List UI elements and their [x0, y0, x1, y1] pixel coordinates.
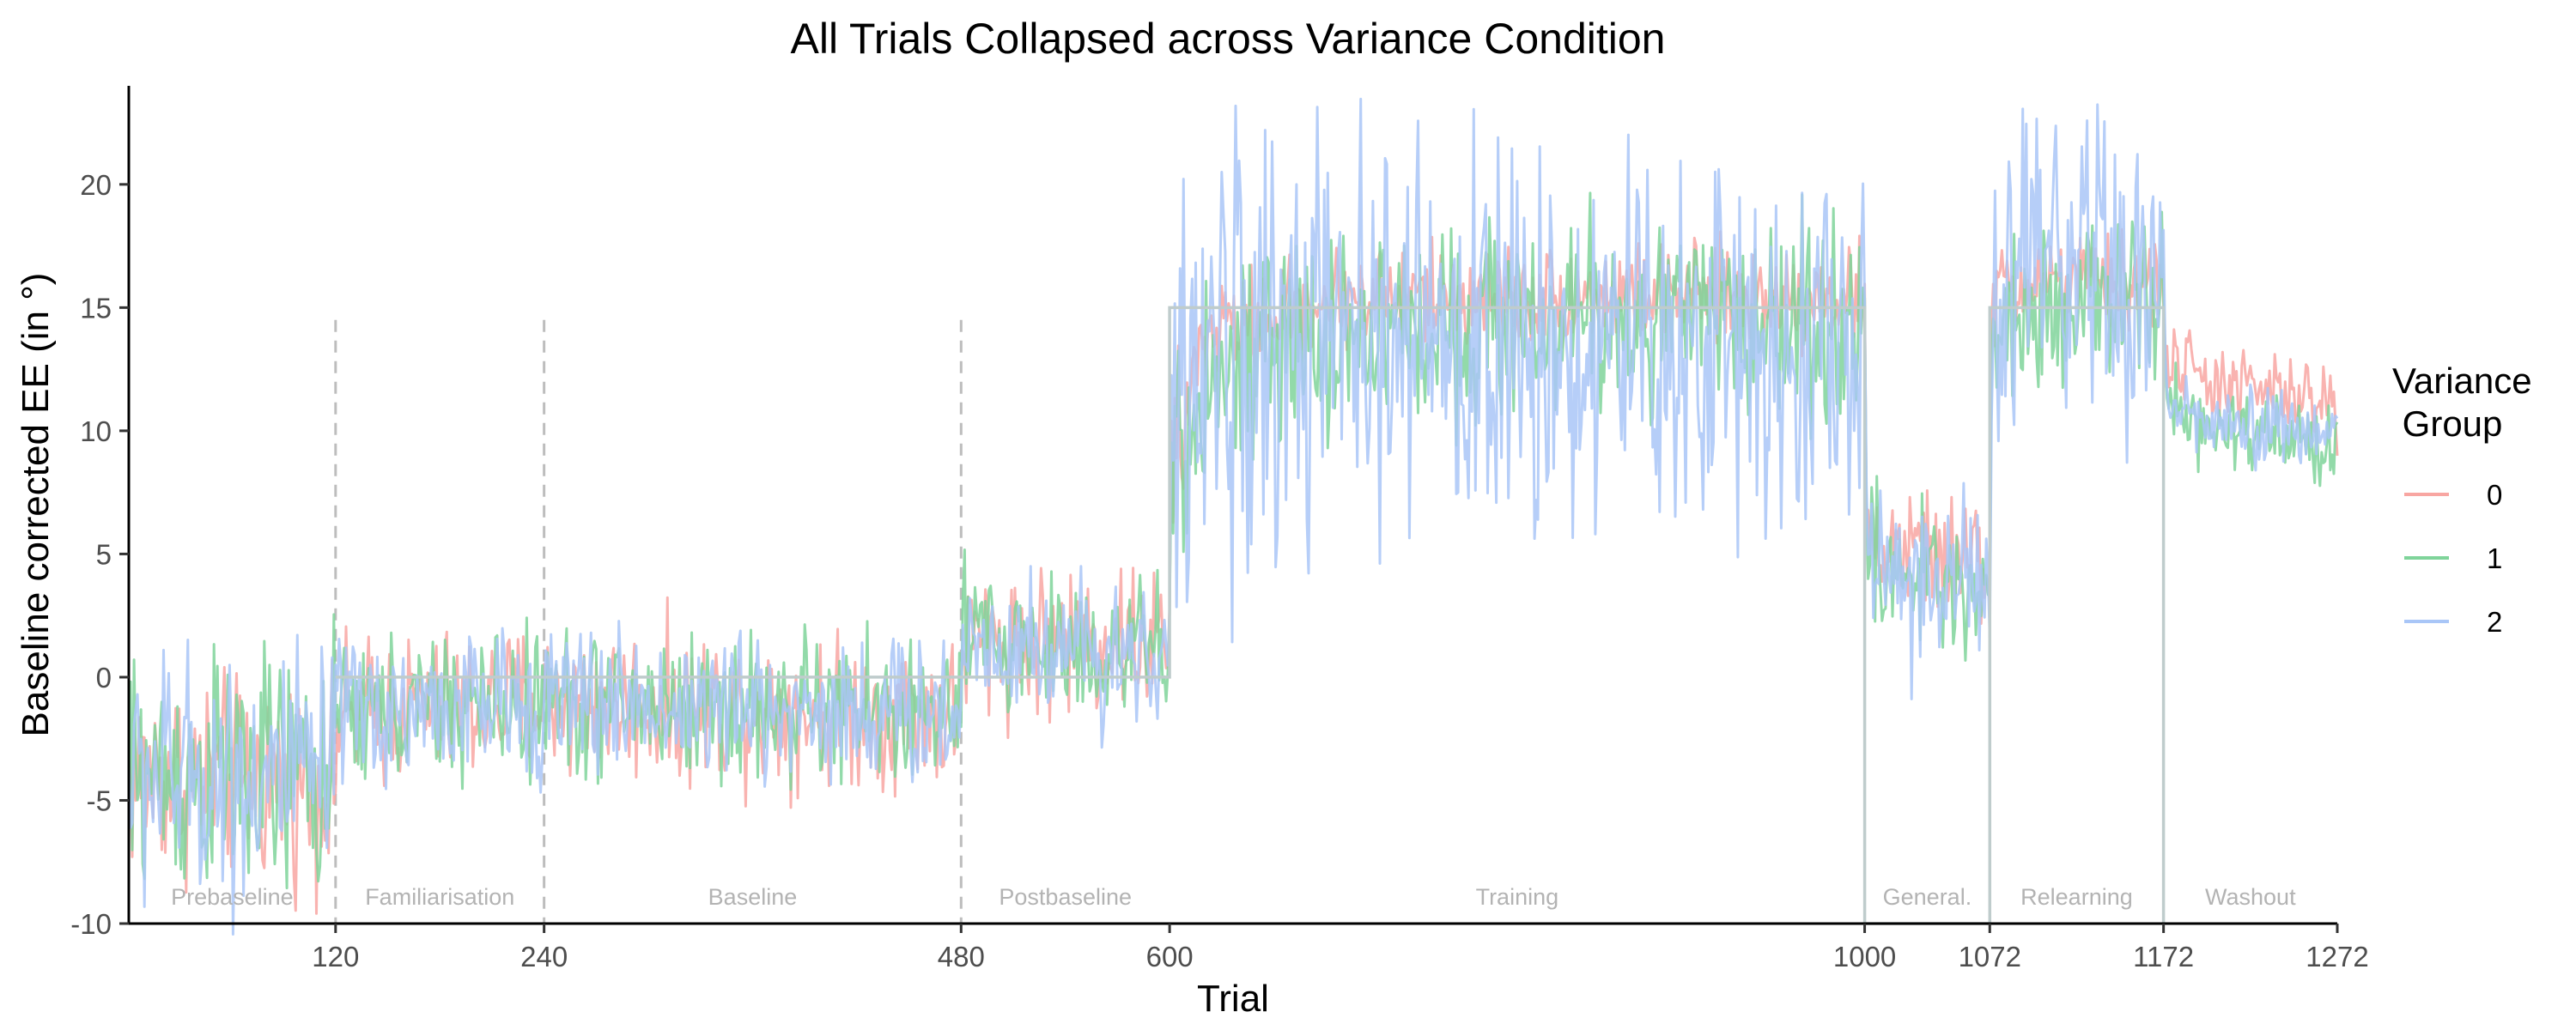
x-tick-label-1272: 1272 [2306, 941, 2368, 972]
x-tick-label-1172: 1172 [2133, 941, 2194, 972]
y-tick-label-10: 10 [80, 415, 112, 447]
y-tick-label--5: -5 [87, 785, 112, 816]
x-axis-ticks: 120 240 480 600 1000 1072 1172 1272 [312, 924, 2369, 972]
legend: Variance Group 0 1 2 [2392, 360, 2532, 638]
x-tick-label-120: 120 [312, 941, 359, 972]
legend-title-line1: Variance [2392, 360, 2532, 401]
chart-title: All Trials Collapsed across Variance Con… [791, 15, 1666, 63]
y-axis-title: Baseline corrected EE (in °) [15, 273, 57, 737]
series-line-2 [127, 97, 2339, 936]
x-tick-label-480: 480 [938, 941, 985, 972]
y-tick-label-15: 15 [80, 292, 112, 324]
phase-label-7: Washout [2205, 884, 2296, 910]
x-tick-label-1000: 1000 [1833, 941, 1896, 972]
legend-entries: 0 1 2 [2404, 479, 2502, 638]
y-tick-label--10: -10 [70, 908, 112, 940]
legend-label-0: 0 [2487, 479, 2502, 511]
legend-label-1: 1 [2487, 542, 2502, 574]
x-tick-label-600: 600 [1146, 941, 1194, 972]
phase-label-0: Prebaseline [171, 884, 294, 910]
phase-label-3: Postbaseline [999, 884, 1132, 910]
y-tick-label-20: 20 [80, 169, 112, 201]
x-axis-title: Trial [1197, 978, 1269, 1020]
legend-title-line2: Group [2392, 403, 2502, 444]
x-tick-label-240: 240 [520, 941, 568, 972]
phase-label-5: General. [1883, 884, 1972, 910]
y-tick-label-0: 0 [96, 662, 112, 694]
phase-label-4: Training [1476, 884, 1559, 910]
y-tick-label-5: 5 [96, 538, 112, 570]
legend-label-2: 2 [2487, 606, 2502, 638]
y-axis-ticks: -10 -5 0 5 10 15 20 [70, 169, 129, 940]
phase-label-2: Baseline [708, 884, 798, 910]
x-tick-label-1072: 1072 [1959, 941, 2021, 972]
phase-label-6: Relearning [2020, 884, 2133, 910]
phase-label-1: Familiarisation [365, 884, 514, 910]
